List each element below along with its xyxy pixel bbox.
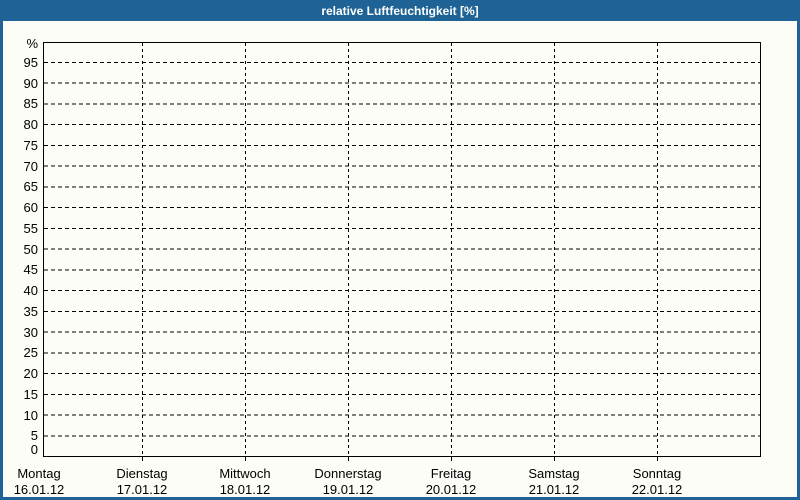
y-tick-label: 15 bbox=[23, 386, 38, 402]
x-day-label: Sonntag 22.01.12 bbox=[606, 466, 708, 497]
y-tick-label: 25 bbox=[23, 345, 38, 361]
y-tick-label: 35 bbox=[23, 303, 38, 319]
x-day-label: Freitag 20.01.12 bbox=[400, 466, 502, 497]
x-day-date: 20.01.12 bbox=[425, 482, 477, 497]
y-tick-label: 0 bbox=[30, 442, 38, 457]
y-tick-label: 40 bbox=[23, 283, 38, 298]
x-day-name: Samstag bbox=[528, 466, 580, 481]
x-day-name: Montag bbox=[17, 466, 61, 481]
y-tick-label: 5 bbox=[30, 428, 38, 444]
y-tick-label: 80 bbox=[23, 117, 38, 132]
x-day-name: Dienstag bbox=[116, 466, 168, 481]
x-day-label: Mittwoch 18.01.12 bbox=[194, 466, 296, 497]
chart-title-bar: relative Luftfeuchtigkeit [%] bbox=[3, 3, 797, 21]
x-day-label: Donnerstag 19.01.12 bbox=[297, 466, 399, 497]
x-day-name: Freitag bbox=[430, 466, 472, 481]
x-day-date: 18.01.12 bbox=[219, 482, 271, 497]
y-tick-label: 20 bbox=[23, 366, 38, 381]
y-tick-label: 65 bbox=[23, 179, 38, 195]
y-tick-label: 45 bbox=[23, 262, 38, 278]
y-tick-label: 10 bbox=[23, 407, 38, 423]
y-tick-label: 95 bbox=[23, 54, 38, 70]
x-day-date: 22.01.12 bbox=[631, 482, 683, 497]
chart-title: relative Luftfeuchtigkeit [%] bbox=[321, 4, 479, 18]
x-day-date: 16.01.12 bbox=[13, 482, 65, 497]
x-day-label: Montag 16.01.12 bbox=[3, 466, 90, 497]
y-axis-unit-label: % bbox=[26, 36, 38, 51]
y-tick-label: 30 bbox=[23, 324, 38, 340]
y-tick-label: 85 bbox=[23, 96, 38, 112]
y-tick-label: 70 bbox=[23, 158, 38, 174]
y-tick-label: 50 bbox=[23, 241, 38, 257]
x-day-name: Donnerstag bbox=[314, 466, 382, 481]
x-day-label: Samstag 21.01.12 bbox=[503, 466, 605, 497]
x-day-name: Sonntag bbox=[632, 466, 682, 481]
x-day-date: 19.01.12 bbox=[322, 482, 374, 497]
x-day-date: 21.01.12 bbox=[528, 482, 580, 497]
y-tick-label: 75 bbox=[23, 137, 38, 153]
x-day-date: 17.01.12 bbox=[116, 482, 168, 497]
x-day-label: Dienstag 17.01.12 bbox=[91, 466, 193, 497]
plot-border bbox=[43, 42, 761, 457]
plot-grid-svg bbox=[43, 42, 761, 461]
y-tick-label: 60 bbox=[23, 200, 38, 215]
y-tick-label: 55 bbox=[23, 220, 38, 236]
y-tick-label: 90 bbox=[23, 75, 38, 91]
x-day-name: Mittwoch bbox=[219, 466, 271, 481]
